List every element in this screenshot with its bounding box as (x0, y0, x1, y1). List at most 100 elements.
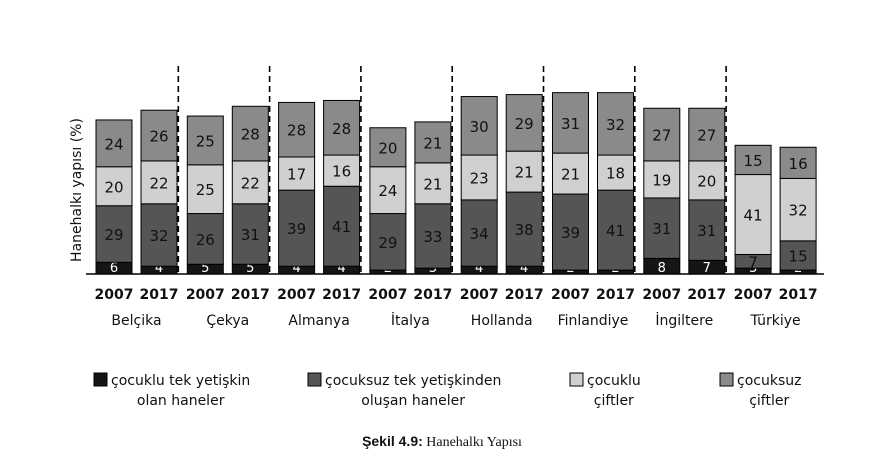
legend-label: olan haneler (137, 393, 225, 409)
data-label: 15 (789, 247, 808, 265)
data-label: 28 (241, 126, 260, 144)
data-label: 22 (149, 174, 168, 192)
bar-segment (369, 166, 407, 215)
bar-segment (278, 156, 316, 191)
bar-segment (688, 107, 726, 162)
data-label: 4 (337, 261, 345, 276)
data-label: 33 (423, 228, 442, 246)
bar-segment (278, 189, 316, 267)
bar-segment (140, 109, 178, 162)
bar-segment (186, 164, 224, 215)
bar-segment (140, 160, 178, 205)
country-label: İtalya (391, 311, 430, 329)
stacked-bar-chart: Hanehalkı yapısı (%) 6 29 20 24 2007 4 32 22 26 20… (69, 66, 824, 409)
x-tick-label: 2007 (186, 287, 225, 303)
data-label: 31 (697, 222, 716, 240)
data-label: 22 (241, 174, 260, 192)
data-label: 21 (515, 164, 534, 182)
legend-label: çiftler (749, 393, 789, 409)
data-label: 8 (658, 261, 666, 276)
data-label: 41 (744, 207, 763, 225)
bar-segment (231, 160, 269, 205)
bar-segment (186, 213, 224, 265)
data-label: 21 (561, 166, 580, 184)
country-label: Almanya (288, 313, 349, 329)
data-label: 31 (561, 115, 580, 133)
data-label: 31 (241, 226, 260, 244)
x-tick-label: 2007 (734, 287, 773, 303)
bar-segment (369, 127, 407, 168)
bar-segment (95, 166, 133, 207)
bar-segment (597, 154, 634, 191)
bar-segment (779, 177, 817, 242)
x-tick-label: 2017 (596, 287, 635, 303)
figure-caption-text: Hanehalkı Yapısı (422, 435, 522, 450)
x-tick-label: 2017 (505, 287, 544, 303)
country-label: Belçika (111, 313, 161, 329)
bar-segment (278, 101, 316, 158)
data-label: 29 (104, 226, 123, 244)
legend-label: çocuklu (587, 373, 641, 389)
bar-segment (323, 154, 361, 187)
bar-segment (779, 146, 817, 179)
data-label: 26 (149, 128, 168, 146)
data-label: 28 (287, 122, 306, 140)
bar-segment (643, 160, 681, 199)
data-label: 20 (697, 172, 716, 190)
data-label: 41 (606, 222, 625, 240)
data-label: 25 (196, 181, 215, 199)
data-label: 7 (748, 253, 758, 271)
data-label: 26 (196, 231, 215, 249)
bar-segment (369, 213, 407, 271)
data-label: 16 (789, 155, 808, 173)
data-label: 39 (561, 224, 580, 242)
bar-segment (505, 191, 543, 267)
bar-segment (597, 92, 634, 156)
data-label: 4 (520, 261, 528, 276)
y-axis-label: Hanehalkı yapısı (%) (69, 118, 85, 262)
data-label: 34 (470, 225, 489, 243)
x-tick-label: 2007 (95, 287, 134, 303)
bar-segment (597, 189, 634, 271)
data-label: 6 (110, 261, 118, 276)
x-tick-label: 2007 (551, 287, 590, 303)
data-label: 16 (332, 163, 351, 181)
data-label: 4 (292, 261, 300, 276)
bar-segment (231, 203, 269, 265)
legend-label: çocuksuz tek yetişkinden (325, 373, 501, 389)
bar-segment (231, 105, 269, 162)
data-label: 19 (652, 171, 671, 189)
bar-segment (414, 162, 452, 205)
country-label: Hollanda (471, 313, 533, 329)
data-label: 20 (378, 139, 397, 157)
bar-segment (552, 92, 589, 154)
bar-segment (643, 197, 681, 259)
data-label: 5 (246, 261, 254, 276)
legend-swatch (93, 372, 108, 387)
data-label: 41 (332, 218, 351, 236)
legend-label: oluşan haneler (361, 393, 465, 409)
data-label: 4 (155, 261, 163, 276)
data-label: 4 (475, 261, 483, 276)
bar-segment (95, 119, 133, 168)
bar-segment (688, 160, 726, 201)
data-label: 25 (196, 132, 215, 150)
data-label: 15 (744, 152, 763, 170)
bar-segment (460, 96, 498, 156)
legend-swatch (719, 372, 734, 387)
bar-segment (688, 199, 726, 261)
legend-label: çiftler (594, 393, 634, 409)
data-label: 21 (423, 175, 442, 193)
legend-label: çocuksuz (737, 373, 801, 389)
country-label: Türkiye (750, 313, 801, 329)
data-label: 27 (652, 127, 671, 145)
bar-segment (552, 152, 589, 195)
data-label: 38 (515, 221, 534, 239)
data-label: 17 (287, 166, 306, 184)
bar-segment (460, 199, 498, 267)
x-tick-label: 2017 (322, 287, 361, 303)
bar-segment (734, 144, 772, 176)
data-label: 21 (423, 134, 442, 152)
x-tick-label: 2007 (277, 287, 316, 303)
data-label: 7 (703, 261, 711, 276)
